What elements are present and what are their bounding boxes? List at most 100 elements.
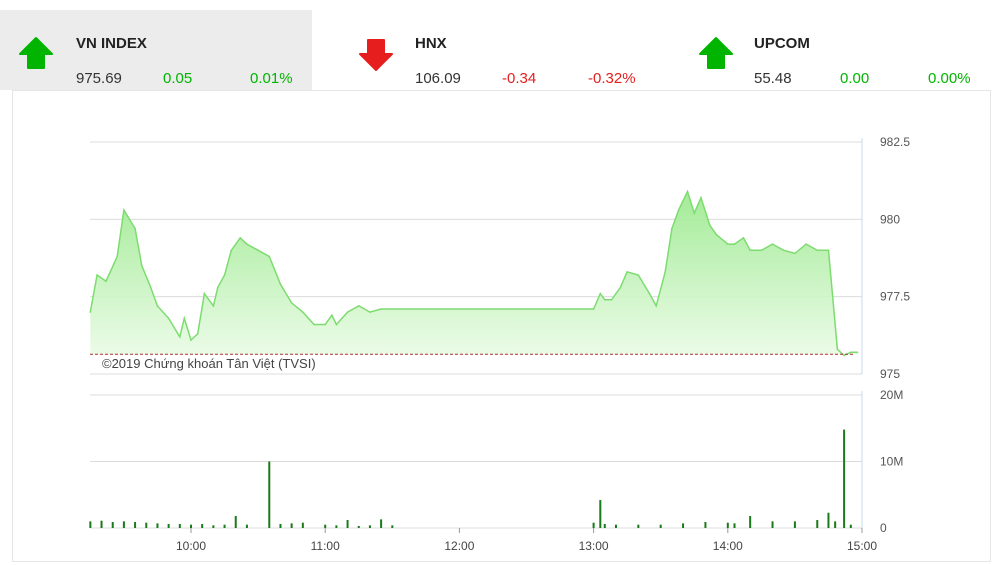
- ticker-hnx[interactable]: HNX 106.09 -0.34 -0.32%: [340, 10, 650, 90]
- ticker-vn-index[interactable]: VN INDEX 975.69 0.05 0.01%: [0, 10, 312, 90]
- volume-bar: [726, 522, 729, 528]
- price-point: [771, 243, 774, 245]
- price-point: [836, 348, 839, 351]
- index-name: VN INDEX: [76, 35, 147, 52]
- volume-bar: [290, 523, 293, 528]
- price-point: [89, 311, 92, 313]
- volume-grid: [90, 391, 863, 529]
- price-point: [96, 274, 98, 276]
- price-point: [794, 252, 796, 255]
- volume-bar: [682, 523, 685, 528]
- price-point: [116, 255, 118, 258]
- price-point: [686, 190, 689, 193]
- index-percent: -0.32%: [588, 70, 636, 87]
- price-tick-label: 980: [880, 212, 900, 226]
- volume-bar: [301, 522, 304, 528]
- volume-bar: [223, 524, 226, 528]
- price-point: [123, 209, 125, 211]
- volume-bar: [268, 461, 271, 528]
- index-value: 55.48: [754, 70, 792, 87]
- price-point: [816, 249, 819, 252]
- index-percent: 0.01%: [250, 70, 293, 87]
- price-point: [727, 243, 729, 245]
- volume-bar: [156, 523, 159, 528]
- volume-bar: [234, 516, 237, 528]
- price-point: [156, 305, 159, 307]
- volume-bar: [704, 522, 707, 528]
- price-point: [217, 286, 219, 289]
- price-point: [302, 311, 304, 313]
- price-point: [179, 336, 181, 338]
- volume-bar: [827, 512, 830, 528]
- price-point: [223, 274, 226, 276]
- price-point: [655, 305, 658, 307]
- price-point: [733, 243, 736, 245]
- ticker-upcom[interactable]: UPCOM 55.48 0.00 0.00%: [680, 10, 990, 90]
- volume-bar: [592, 522, 595, 528]
- index-change: 0.00: [840, 70, 870, 87]
- axis-labels: 982.5 980 977.5 975 20M 10M 0 10:00 11:00 12:00 13…: [176, 135, 910, 553]
- volume-bar: [111, 522, 114, 528]
- volume-bar: [834, 521, 837, 528]
- volume-bar: [357, 526, 360, 528]
- volume-bar: [100, 520, 103, 528]
- price-point: [313, 323, 315, 326]
- volume-bar: [749, 516, 752, 528]
- price-point: [268, 255, 271, 258]
- price-point: [190, 339, 192, 341]
- price-point: [648, 292, 651, 295]
- price-point: [346, 311, 349, 313]
- price-point: [850, 351, 852, 354]
- price-point: [827, 249, 830, 252]
- x-tick-label: 11:00: [311, 539, 340, 553]
- price-point: [805, 243, 807, 245]
- volume-bar: [603, 524, 606, 528]
- price-point: [619, 286, 622, 289]
- volume-bar: [793, 521, 796, 528]
- volume-bar: [279, 524, 282, 528]
- price-tick-label: 975: [880, 367, 900, 381]
- arrow-up-icon: [19, 37, 53, 69]
- price-point: [212, 305, 215, 307]
- volume-bar: [134, 522, 137, 528]
- price-point: [843, 354, 845, 357]
- price-point: [391, 308, 394, 310]
- price-point: [335, 323, 338, 326]
- volume-bar: [190, 524, 192, 528]
- volume-bar: [599, 500, 602, 528]
- volume-bar: [212, 525, 215, 528]
- price-point: [149, 286, 152, 289]
- price-point: [610, 298, 613, 301]
- arrow-down-icon: [359, 39, 393, 71]
- volume-bar: [843, 429, 846, 528]
- index-percent: 0.00%: [928, 70, 971, 87]
- index-value: 975.69: [76, 70, 122, 87]
- price-point: [782, 249, 785, 252]
- volume-bar: [167, 524, 170, 528]
- price-point: [709, 224, 711, 227]
- price-point: [626, 271, 628, 273]
- volume-bar: [178, 524, 181, 528]
- price-area-fill: [90, 191, 858, 356]
- index-name: HNX: [415, 35, 447, 52]
- volume-bar: [346, 520, 349, 528]
- price-point: [279, 283, 282, 286]
- price-point: [637, 274, 640, 276]
- price-point: [677, 209, 680, 211]
- price-point: [257, 249, 259, 252]
- price-point: [167, 317, 170, 320]
- index-value: 106.09: [415, 70, 461, 87]
- price-area-chart: [89, 189, 859, 357]
- price-point: [196, 332, 199, 335]
- chart-watermark: ©2019 Chứng khoán Tân Việt (TVSI): [102, 356, 316, 371]
- price-point: [715, 234, 718, 236]
- price-tick-label: 982.5: [880, 135, 910, 149]
- volume-bar: [145, 522, 148, 528]
- price-point: [140, 264, 143, 267]
- price-point: [700, 196, 702, 199]
- volume-tick-label: 0: [880, 521, 887, 535]
- price-point: [357, 305, 360, 307]
- price-point: [380, 308, 382, 310]
- price-point: [664, 271, 666, 273]
